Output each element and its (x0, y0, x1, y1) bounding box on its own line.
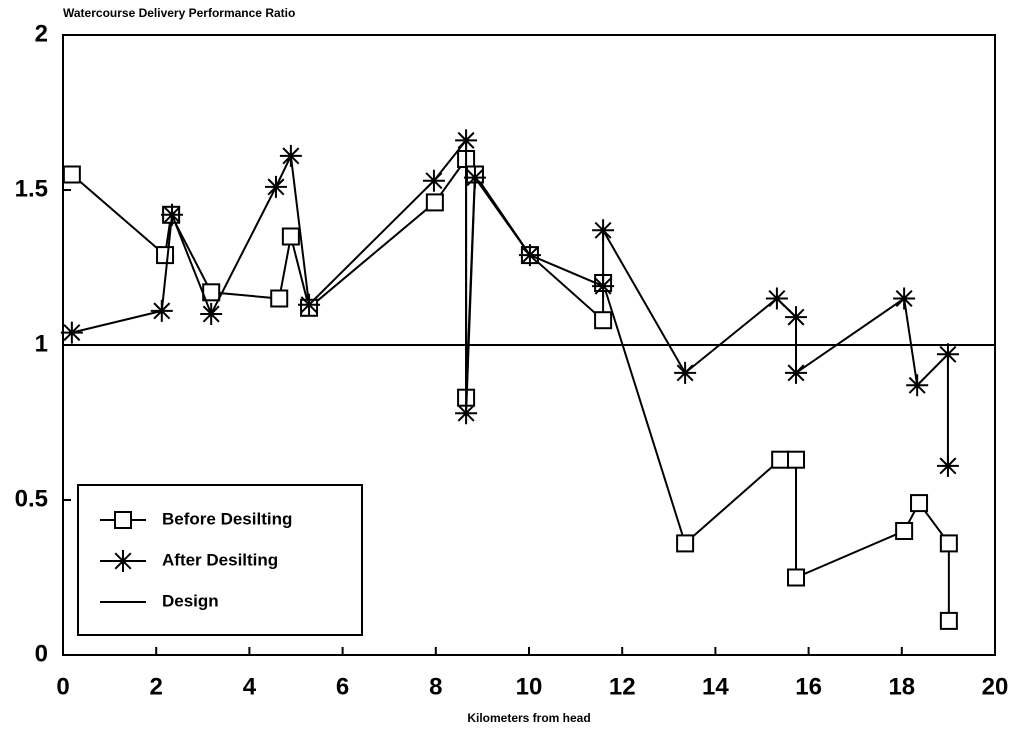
x-axis-label: Kilometers from head (467, 711, 590, 725)
y-tick-label: 0.5 (15, 485, 48, 512)
x-tick-label: 0 (56, 673, 69, 700)
data-point (422, 169, 445, 192)
x-tick-label: 2 (150, 673, 163, 700)
data-point (785, 306, 808, 329)
legend-marker (112, 550, 134, 572)
data-point (518, 244, 541, 267)
data-point (676, 534, 695, 553)
data-point (785, 361, 808, 384)
y-tick-label: 1.5 (15, 175, 48, 202)
data-point (281, 227, 300, 246)
data-point (298, 293, 321, 316)
x-tick-label: 16 (795, 673, 822, 700)
data-point (60, 321, 83, 344)
data-point (906, 374, 929, 397)
data-point (150, 299, 173, 322)
x-tick-label: 6 (336, 673, 349, 700)
legend-marker (114, 511, 132, 529)
x-tick-label: 8 (429, 673, 442, 700)
data-point (893, 287, 916, 310)
data-point (455, 129, 478, 152)
data-point (455, 402, 478, 425)
x-tick-label: 14 (702, 673, 729, 700)
series-line (71, 137, 949, 466)
data-point (594, 311, 613, 330)
y-tick-label: 2 (35, 20, 48, 47)
data-point (161, 203, 184, 226)
data-point (910, 494, 929, 513)
data-point (156, 246, 175, 265)
data-point (592, 275, 615, 298)
data-point (674, 361, 697, 384)
data-point (787, 568, 806, 587)
legend-label: Before Desilting (162, 509, 292, 528)
x-tick-label: 4 (243, 673, 257, 700)
data-point (264, 175, 287, 198)
data-point (936, 343, 959, 366)
y-tick-label: 0 (35, 640, 48, 667)
data-point (939, 534, 958, 553)
data-point (787, 450, 806, 469)
data-point (463, 166, 486, 189)
y-tick-label: 1 (35, 330, 48, 357)
data-point (765, 287, 788, 310)
data-point (270, 289, 289, 308)
data-point (936, 454, 959, 477)
data-point (592, 219, 615, 242)
data-point (939, 611, 958, 630)
legend-label: After Desilting (162, 550, 278, 569)
data-point (279, 144, 302, 167)
x-tick-label: 20 (982, 673, 1009, 700)
data-point (62, 165, 81, 184)
chart-title: Watercourse Delivery Performance Ratio (63, 6, 295, 20)
data-point (200, 303, 223, 325)
data-point (425, 193, 444, 212)
legend-label: Design (162, 591, 219, 610)
data-point (895, 522, 914, 540)
x-tick-label: 18 (888, 673, 915, 700)
data-point (771, 450, 790, 469)
x-tick-label: 12 (609, 673, 636, 700)
x-tick-label: 10 (516, 673, 543, 700)
